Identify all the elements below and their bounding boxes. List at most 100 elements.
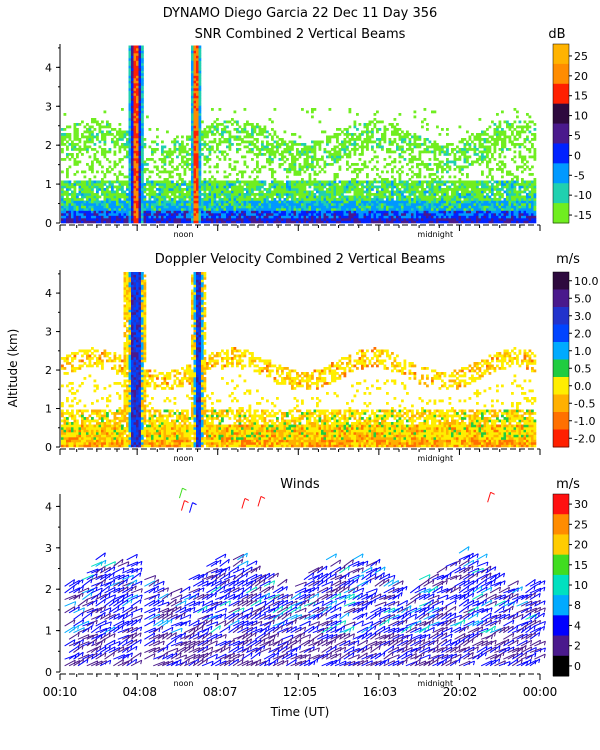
- heatmap-cell: [178, 203, 182, 206]
- heatmap-cell: [148, 188, 152, 191]
- heatmap-cell: [143, 200, 147, 204]
- heatmap-cell: [73, 185, 77, 189]
- heatmap-cell: [388, 148, 392, 151]
- heatmap-cell: [321, 198, 324, 201]
- heatmap-cell: [188, 193, 192, 196]
- heatmap-cell: [101, 215, 104, 219]
- heatmap-cell: [71, 155, 74, 159]
- heatmap-cell: [196, 58, 199, 61]
- heatmap-cell: [121, 208, 124, 211]
- heatmap-cell: [408, 145, 412, 149]
- heatmap-cell: [393, 205, 397, 209]
- heatmap-cell: [208, 125, 212, 129]
- heatmap-cell: [188, 190, 192, 194]
- heatmap-cell: [313, 203, 317, 206]
- heatmap-cell: [128, 58, 132, 61]
- heatmap-cell: [318, 195, 322, 199]
- heatmap-cell: [66, 125, 69, 129]
- heatmap-cell: [151, 170, 154, 174]
- heatmap-cell: [316, 185, 319, 189]
- heatmap-cell: [383, 125, 387, 129]
- heatmap-cell: [126, 200, 129, 204]
- heatmap-cell: [126, 133, 129, 136]
- heatmap-cell: [276, 210, 279, 214]
- heatmap-cell: [61, 148, 64, 151]
- heatmap-cell: [418, 158, 422, 161]
- heatmap-cell: [458, 203, 462, 206]
- heatmap-cell: [261, 205, 264, 209]
- heatmap-cell: [83, 193, 87, 196]
- heatmap-cell: [473, 193, 477, 196]
- heatmap-cell: [311, 203, 314, 206]
- heatmap-cell: [453, 210, 457, 214]
- heatmap-cell: [256, 160, 259, 164]
- heatmap-cell: [198, 65, 202, 69]
- heatmap-cell: [461, 140, 464, 144]
- heatmap-cell: [223, 125, 227, 129]
- heatmap-cell: [93, 213, 97, 216]
- heatmap-cell: [133, 120, 137, 124]
- heatmap-cell: [198, 130, 202, 134]
- heatmap-cell: [361, 193, 364, 196]
- heatmap-cell: [131, 188, 134, 191]
- heatmap-cell: [133, 163, 137, 166]
- heatmap-cell: [131, 205, 134, 209]
- heatmap-cell: [456, 193, 459, 196]
- heatmap-cell: [266, 203, 269, 206]
- heatmap-cell: [268, 213, 272, 216]
- heatmap-cell: [128, 128, 132, 131]
- heatmap-cell: [116, 133, 119, 136]
- heatmap-cell: [156, 165, 159, 169]
- heatmap-cell: [191, 190, 194, 194]
- heatmap-cell: [258, 190, 262, 194]
- heatmap-cell: [131, 208, 134, 211]
- heatmap-cell: [191, 188, 194, 191]
- heatmap-cell: [198, 45, 202, 49]
- heatmap-cell: [138, 145, 142, 149]
- heatmap-cell: [301, 185, 304, 189]
- heatmap-cell: [328, 205, 332, 209]
- heatmap-cell: [296, 153, 299, 156]
- heatmap-cell: [116, 195, 119, 199]
- heatmap-cell: [391, 215, 394, 219]
- heatmap-cell: [151, 213, 154, 216]
- heatmap-cell: [88, 168, 92, 171]
- heatmap-cell: [451, 210, 454, 214]
- heatmap-cell: [246, 140, 249, 144]
- heatmap-cell: [216, 148, 219, 151]
- heatmap-cell: [133, 168, 137, 171]
- heatmap-cell: [151, 195, 154, 199]
- heatmap-cell: [411, 165, 414, 169]
- heatmap-cell: [101, 200, 104, 204]
- heatmap-cell: [181, 143, 184, 146]
- heatmap-cell: [396, 185, 399, 189]
- heatmap-cell: [261, 140, 264, 144]
- heatmap-cell: [231, 210, 234, 214]
- heatmap-cell: [131, 93, 134, 96]
- heatmap-cell: [268, 208, 272, 211]
- heatmap-cell: [476, 210, 479, 214]
- heatmap-cell: [268, 188, 272, 191]
- heatmap-cell: [311, 190, 314, 194]
- heatmap-cell: [128, 153, 132, 156]
- heatmap-cell: [196, 78, 199, 81]
- heatmap-cell: [76, 153, 79, 156]
- heatmap-cell: [61, 158, 64, 161]
- heatmap-cell: [131, 90, 134, 94]
- heatmap-cell: [393, 190, 397, 194]
- heatmap-cell: [473, 205, 477, 209]
- heatmap-cell: [401, 198, 404, 201]
- heatmap-cell: [296, 203, 299, 206]
- heatmap-cell: [198, 220, 202, 224]
- heatmap-cell: [401, 203, 404, 206]
- heatmap-cell: [288, 180, 292, 184]
- heatmap-cell: [476, 190, 479, 194]
- heatmap-cell: [448, 160, 452, 164]
- heatmap-cell: [76, 205, 79, 209]
- heatmap-cell: [243, 220, 247, 224]
- heatmap-cell: [151, 150, 154, 154]
- heatmap-cell: [433, 163, 437, 166]
- heatmap-cell: [296, 190, 299, 194]
- heatmap-cell: [216, 123, 219, 126]
- heatmap-cell: [431, 218, 434, 221]
